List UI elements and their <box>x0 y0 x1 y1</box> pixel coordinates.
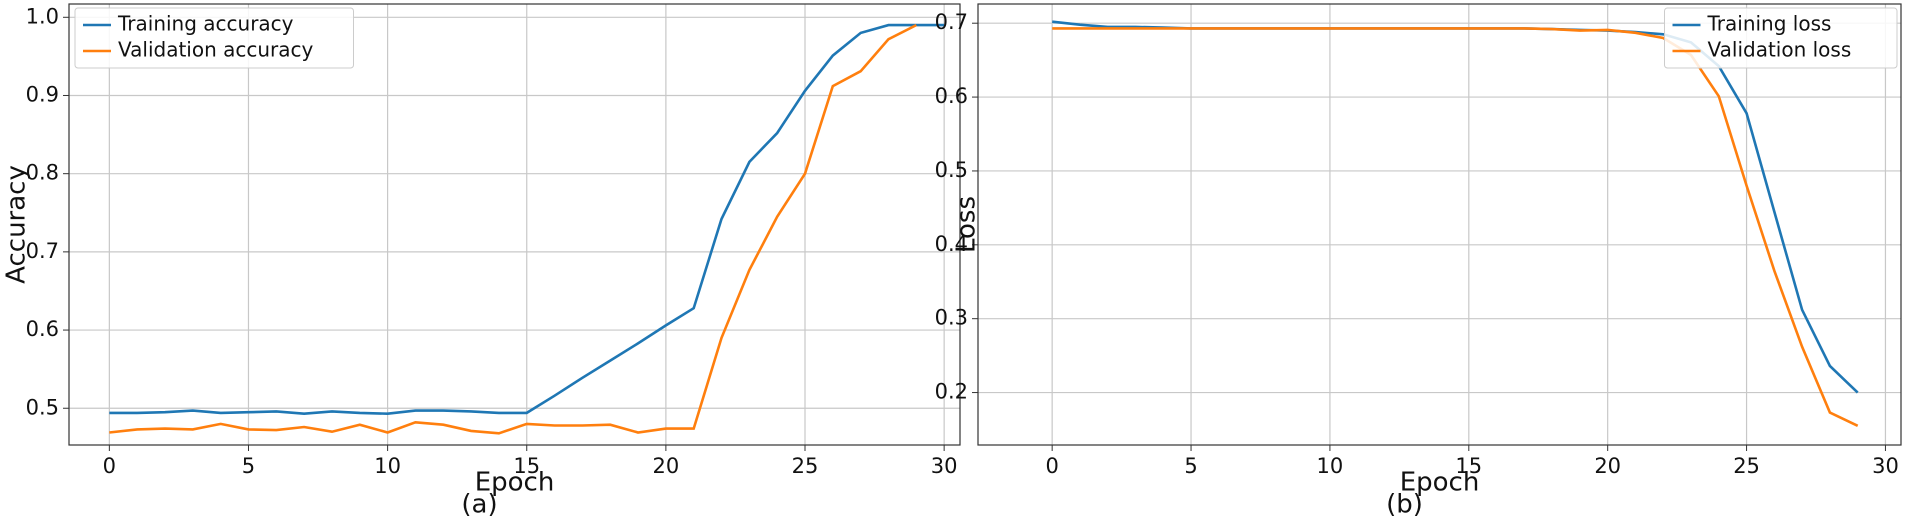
y-tick-label: 0.7 <box>26 239 59 263</box>
x-tick-label: 15 <box>513 454 540 478</box>
y-tick-label: 0.6 <box>26 317 59 341</box>
x-tick-label: 20 <box>653 454 680 478</box>
series-line <box>109 23 945 416</box>
x-tick-label: 10 <box>374 454 401 478</box>
y-tick-label: 0.2 <box>935 380 968 404</box>
y-tick-label: 0.8 <box>26 161 59 185</box>
x-axis-label: Epoch <box>1400 468 1480 498</box>
y-tick-label: 0.4 <box>935 232 968 256</box>
x-tick-label: 20 <box>1594 454 1621 478</box>
y-tick-label: 0.9 <box>26 82 59 106</box>
series-line <box>109 23 917 435</box>
legend-box <box>1664 7 1898 69</box>
y-tick-label: 0.5 <box>935 158 968 182</box>
y-tick-label: 0.3 <box>935 306 968 330</box>
x-tick-label: 25 <box>792 454 819 478</box>
y-tick-label: 1.0 <box>26 4 59 28</box>
x-tick-label: 5 <box>1184 454 1197 478</box>
x-axis-label: Epoch <box>475 468 555 498</box>
y-axis-label: Loss <box>952 196 982 253</box>
y-tick-label: 0.6 <box>935 84 968 108</box>
legend-label: Training loss <box>1707 12 1832 36</box>
x-tick-label: 30 <box>1872 454 1899 478</box>
plot-frame <box>977 3 1902 446</box>
plot-frame <box>68 3 961 446</box>
y-axis-label: Accuracy <box>2 165 32 284</box>
caption: (b) <box>1386 490 1423 520</box>
x-tick-label: 0 <box>103 454 116 478</box>
y-tick-label: 0.7 <box>935 10 968 34</box>
x-tick-label: 25 <box>1733 454 1760 478</box>
legend-label: Training accuracy <box>117 12 294 36</box>
legend-label: Validation accuracy <box>118 38 314 62</box>
x-tick-label: 15 <box>1455 454 1482 478</box>
legend-box <box>74 7 354 69</box>
caption: (a) <box>461 490 497 520</box>
x-tick-label: 10 <box>1317 454 1344 478</box>
x-tick-label: 0 <box>1045 454 1058 478</box>
x-tick-label: 30 <box>931 454 958 478</box>
series-line <box>1052 20 1859 394</box>
series-line <box>1052 27 1859 427</box>
legend-label: Validation loss <box>1708 38 1852 62</box>
x-tick-label: 5 <box>242 454 255 478</box>
y-tick-label: 0.5 <box>26 395 59 419</box>
